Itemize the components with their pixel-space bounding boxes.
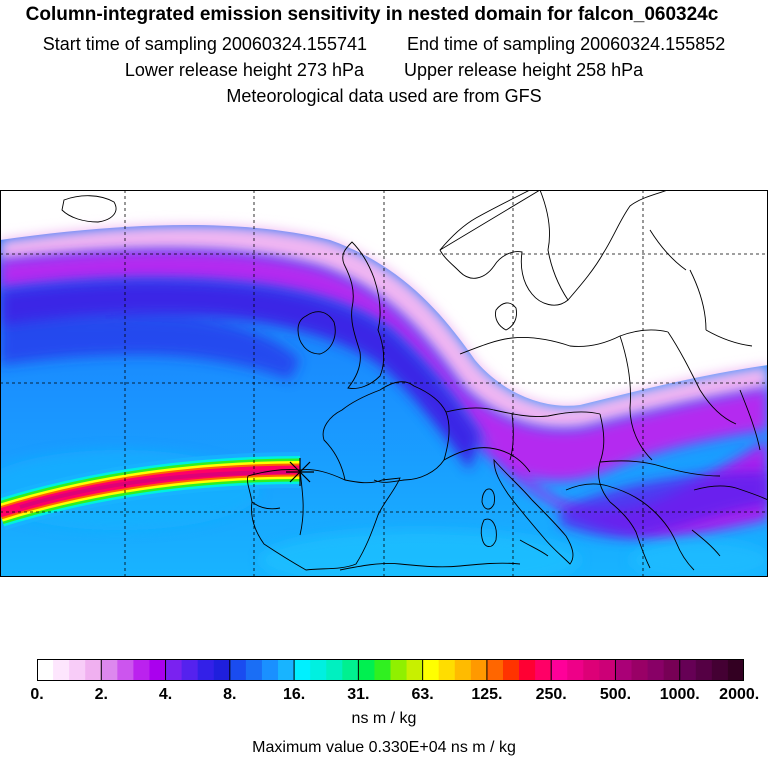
colorbar-swatch xyxy=(101,659,118,681)
colorbar-tick-label: 8. xyxy=(223,686,237,703)
sensitivity-map xyxy=(0,190,768,577)
release-plume xyxy=(0,452,301,531)
colorbar-swatch xyxy=(181,659,199,681)
colorbar-swatch xyxy=(647,659,665,681)
colorbar-swatch xyxy=(486,659,504,681)
sampling-times: Start time of sampling 20060324.155741 En… xyxy=(0,33,768,55)
colorbar-swatch xyxy=(727,659,744,681)
colorbar-swatch xyxy=(229,659,247,681)
colorbar-swatch xyxy=(197,659,215,681)
colorbar-swatch xyxy=(663,659,681,681)
colorbar-swatch xyxy=(213,659,231,681)
met-data-label: Meteorological data used are from GFS xyxy=(226,86,542,106)
colorbar-swatch xyxy=(294,659,311,681)
colorbar-swatch xyxy=(69,659,86,681)
start-time-label: Start time of sampling 20060324.155741 xyxy=(42,34,367,54)
colorbar-swatch xyxy=(535,659,552,681)
colorbar-swatch xyxy=(53,659,70,681)
colorbar-swatch xyxy=(454,659,472,681)
colorbar-swatch xyxy=(502,659,520,681)
colorbar-swatch xyxy=(422,659,440,681)
colorbar-tick-label: 63. xyxy=(411,686,434,703)
colorbar-tick-label: 31. xyxy=(347,686,370,703)
lat-lon-grid xyxy=(0,190,768,577)
colorbar-swatch xyxy=(631,659,649,681)
colorbar-tick-label: 1000. xyxy=(659,686,700,703)
colorbar-swatch xyxy=(615,659,633,681)
colorbar-swatch xyxy=(358,659,375,681)
maximum-value-label: Maximum value 0.330E+04 ns m / kg xyxy=(252,739,516,756)
colorbar-tick-label: 2. xyxy=(94,686,108,703)
colorbar-swatch xyxy=(470,659,488,681)
field-violet xyxy=(0,280,768,538)
colorbar-swatch xyxy=(519,659,536,681)
colorbar-swatch xyxy=(37,659,54,681)
colorbar-swatch xyxy=(374,659,391,681)
coastlines xyxy=(61,190,768,571)
map-canvas xyxy=(0,190,768,577)
colorbar-swatch xyxy=(133,659,150,681)
colorbar-swatch xyxy=(278,659,295,681)
colorbar-tick-label: 125. xyxy=(471,686,503,703)
colorbar-swatch xyxy=(599,659,616,681)
colorbar-swatch xyxy=(85,659,102,681)
colorbar-swatch xyxy=(438,659,456,681)
colorbar-swatch xyxy=(551,659,568,681)
colorbar-swatch xyxy=(406,659,424,681)
colorbar-swatch xyxy=(165,659,183,681)
field-pink xyxy=(0,225,768,430)
colorbar-swatch xyxy=(711,659,729,681)
colorbar-swatch xyxy=(583,659,600,681)
colorbar-swatch xyxy=(679,659,697,681)
colorbar-swatch xyxy=(390,659,408,681)
colorbar-tick-label: 500. xyxy=(599,686,632,703)
end-time-label: End time of sampling 20060324.155852 xyxy=(407,34,726,54)
star-marker-icon xyxy=(286,458,314,486)
upper-height-label: Upper release height 258 hPa xyxy=(404,60,644,80)
colorbar-swatch xyxy=(567,659,584,681)
colorbar xyxy=(37,659,744,681)
colorbar-unit: ns m / kg xyxy=(351,710,417,727)
colorbar-tick-label: 250. xyxy=(535,686,567,703)
colorbar-swatch xyxy=(245,659,263,681)
colorbar-tick-label: 0. xyxy=(30,686,44,703)
release-heights: Lower release height 273 hPa Upper releas… xyxy=(0,59,768,81)
colorbar-swatch xyxy=(310,659,327,681)
colorbar-swatch xyxy=(149,659,167,681)
field-white xyxy=(0,190,768,406)
colorbar-swatch xyxy=(117,659,134,681)
plot-title: Column-integrated emission sensitivity i… xyxy=(25,4,719,25)
colorbar-swatch xyxy=(326,659,343,681)
colorbar-tick-label: 2000. xyxy=(719,686,760,703)
lower-height-label: Lower release height 273 hPa xyxy=(124,60,364,80)
colorbar-swatch xyxy=(342,659,359,681)
colorbar-swatches xyxy=(37,659,744,681)
colorbar-swatch xyxy=(695,659,713,681)
colorbar-swatch xyxy=(261,659,279,681)
colorbar-tick-label: 4. xyxy=(158,686,173,703)
colorbar-frame xyxy=(37,659,744,681)
colorbar-tick-label: 16. xyxy=(282,686,306,703)
